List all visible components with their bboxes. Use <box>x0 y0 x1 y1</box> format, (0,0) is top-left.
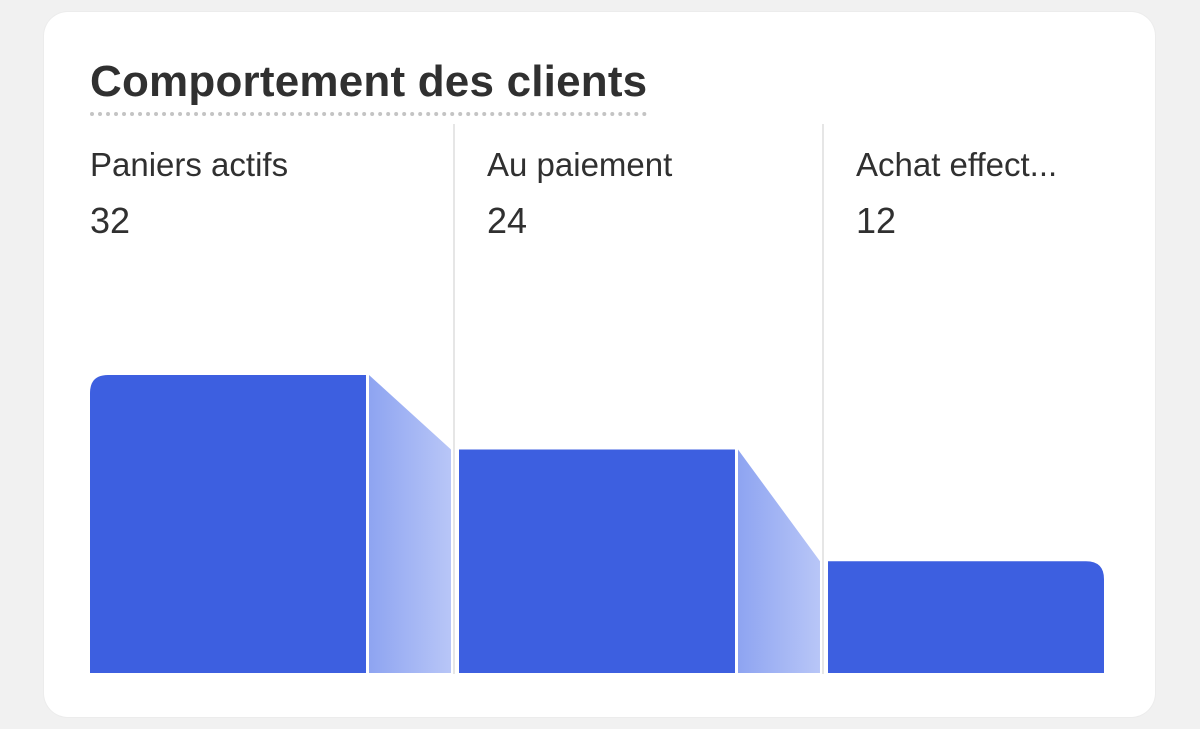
stage-value-active-carts: 32 <box>90 200 131 241</box>
stage-value-purchase: 12 <box>856 200 897 241</box>
funnel-bar-1[interactable] <box>90 375 366 673</box>
stage-divider-2 <box>822 124 824 674</box>
funnel-connector-2 <box>738 449 820 673</box>
stage-label-purchase: Achat effect... <box>856 146 1058 183</box>
funnel-bar-2[interactable] <box>459 449 735 674</box>
funnel-bar-3[interactable] <box>828 561 1104 673</box>
stage-label-active-carts: Paniers actifs <box>90 146 289 183</box>
stage-label-checkout: Au paiement <box>487 146 673 183</box>
stage-divider-1 <box>453 124 455 674</box>
card-title[interactable]: Comportement des clients <box>90 60 648 116</box>
stage-value-checkout: 24 <box>487 200 528 241</box>
funnel-connector-1 <box>369 375 451 673</box>
